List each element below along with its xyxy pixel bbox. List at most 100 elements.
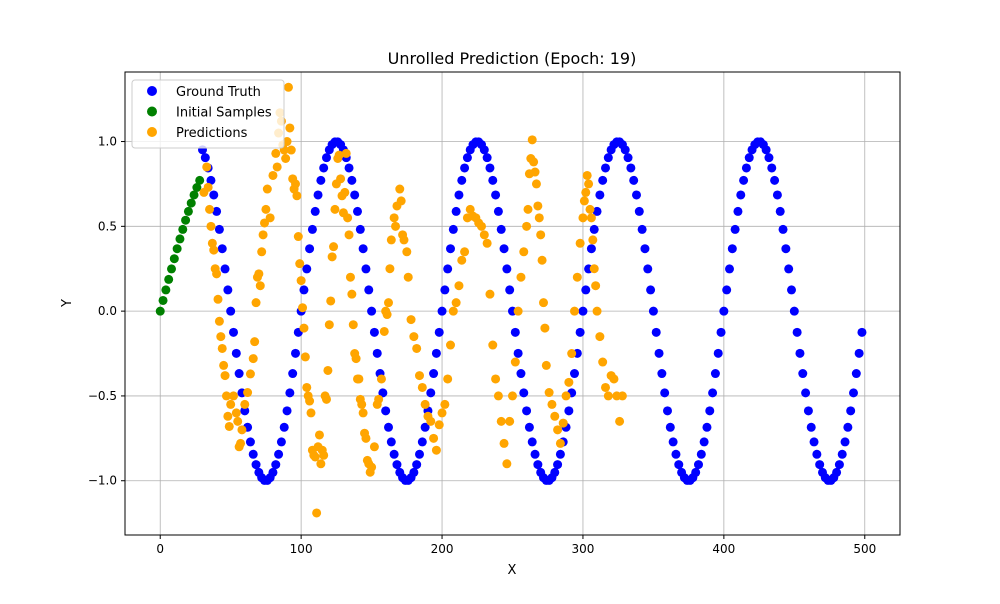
predictions-point [205, 204, 215, 214]
predictions-point [403, 272, 413, 282]
ground-truth-point [575, 327, 585, 337]
predictions-point [384, 298, 393, 308]
ground-truth-point [719, 306, 729, 316]
ground-truth-point [291, 348, 300, 358]
predictions-point [443, 374, 453, 384]
predictions-point [598, 357, 608, 367]
ground-truth-point [657, 369, 667, 379]
predictions-point [220, 371, 230, 381]
ground-truth-point [603, 153, 613, 163]
legend-marker-predictions [147, 127, 157, 137]
ground-truth-point [806, 422, 816, 432]
predictions-point [578, 213, 588, 223]
ground-truth-point [381, 406, 391, 416]
predictions-point [298, 303, 308, 313]
predictions-point [581, 187, 591, 197]
ground-truth-point [815, 460, 825, 470]
predictions-point [399, 235, 409, 245]
predictions-point [258, 230, 268, 240]
chart-title: Unrolled Prediction (Epoch: 19) [388, 49, 637, 68]
ground-truth-point [699, 437, 709, 447]
predictions-point [302, 382, 312, 392]
x-tick-label: 500 [853, 542, 876, 556]
predictions-point [505, 416, 515, 426]
predictions-point [203, 182, 213, 192]
ground-truth-point [229, 327, 238, 337]
predictions-point [440, 399, 450, 409]
predictions-point [527, 135, 537, 145]
ground-truth-point [220, 264, 230, 274]
predictions-point [336, 174, 346, 184]
ground-truth-point [781, 244, 791, 254]
ground-truth-point [282, 406, 292, 416]
predictions-point [382, 310, 392, 320]
predictions-point [479, 230, 489, 240]
ground-truth-point [665, 422, 675, 432]
predictions-point [448, 306, 458, 316]
predictions-point [202, 162, 212, 172]
predictions-point [539, 298, 548, 308]
predictions-point [348, 320, 358, 330]
predictions-point [283, 82, 293, 92]
ground-truth-point [361, 264, 371, 274]
predictions-point [305, 396, 315, 406]
predictions-point [429, 433, 439, 443]
x-tick-label: 200 [431, 542, 454, 556]
predictions-point [558, 418, 568, 428]
ground-truth-point [316, 175, 326, 185]
ground-truth-point [764, 153, 774, 163]
predictions-point [609, 374, 619, 384]
ground-truth-point [251, 460, 261, 470]
predictions-point [533, 201, 543, 211]
predictions-point [437, 408, 447, 418]
ground-truth-point [646, 285, 656, 295]
legend-marker-initial-samples [147, 106, 157, 117]
ground-truth-point [353, 206, 362, 216]
ground-truth-point [516, 369, 526, 379]
predictions-point [389, 213, 399, 223]
predictions-point [385, 264, 395, 274]
ground-truth-point [384, 422, 393, 432]
predictions-point [582, 170, 592, 180]
ground-truth-point [355, 224, 365, 234]
ground-truth-point [795, 348, 805, 358]
predictions-point [529, 157, 539, 167]
ground-truth-point [761, 145, 771, 155]
predictions-point [291, 179, 300, 189]
ground-truth-point [412, 460, 422, 470]
predictions-point [237, 425, 247, 435]
predictions-point [369, 442, 379, 452]
predictions-point [214, 316, 224, 326]
predictions-point [257, 247, 267, 257]
predictions-point [544, 388, 554, 398]
predictions-point [254, 269, 264, 279]
predictions-point [224, 421, 234, 431]
predictions-point [402, 247, 412, 257]
predictions-point [591, 281, 601, 291]
ground-truth-point [648, 306, 658, 316]
ground-truth-point [302, 264, 312, 274]
predictions-point [207, 238, 217, 248]
ground-truth-point [358, 244, 368, 254]
predictions-point [575, 238, 585, 248]
axis-ticks: 0 100 200 300 400 500 −1.0 −0.5 0.0 0.5 1.0 [88, 135, 876, 556]
legend-box [131, 79, 285, 149]
ground-truth-point [234, 369, 244, 379]
predictions-point [262, 184, 272, 194]
ground-truth-point [725, 264, 734, 274]
predictions-point [271, 148, 281, 158]
ground-truth-point [482, 153, 492, 163]
ground-truth-point [417, 437, 427, 447]
ground-truth-point [271, 460, 281, 470]
predictions-point [561, 391, 571, 401]
x-axis-label: X [508, 563, 517, 578]
ground-truth-point [727, 244, 737, 254]
ground-truth-point [851, 369, 861, 379]
predictions-point [327, 252, 337, 262]
predictions-point [358, 408, 368, 418]
legend: Ground Truth Initial Samples Predictions [131, 79, 285, 149]
ground-truth-point [288, 369, 298, 379]
predictions-point [451, 298, 461, 308]
ground-truth-point [696, 449, 706, 459]
predictions-point [226, 399, 236, 409]
